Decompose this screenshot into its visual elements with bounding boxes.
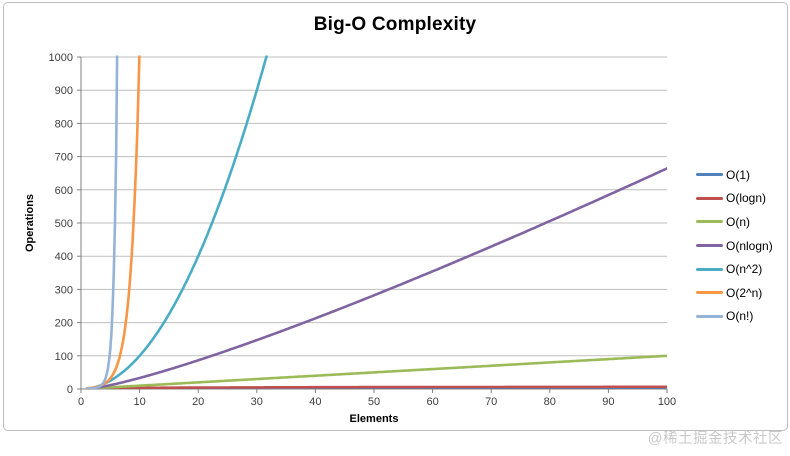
legend-item-o-2-n: O(2^n) (696, 281, 773, 305)
y-tick-label-0: 0 (67, 384, 73, 396)
legend-label-o-n: O(n) (726, 214, 750, 229)
x-tick-label-70: 70 (485, 396, 497, 408)
y-tick-label-700: 700 (55, 152, 73, 164)
series-line-o-nlogn (85, 167, 667, 389)
x-tick-label-60: 60 (426, 396, 438, 408)
legend-item-o-1: O(1) (696, 163, 773, 187)
legend-label-o-n-2: O(n^2) (726, 262, 763, 277)
series-line-o-2-n (85, 55, 141, 389)
legend-line-swatch-o-n-2 (696, 267, 723, 271)
legend-item-o-n-2: O(n^2) (696, 257, 773, 281)
y-tick-label-800: 800 (55, 118, 73, 130)
x-tick-label-10: 10 (133, 396, 145, 408)
legend-label-o-2-n: O(2^n) (726, 285, 763, 300)
legend-label-o-logn: O(logn) (726, 191, 767, 206)
series-line-o-n-2 (85, 55, 269, 389)
x-axis-title: Elements (349, 413, 399, 425)
legend-item-o-logn: O(logn) (696, 187, 773, 211)
x-tick-label-20: 20 (192, 396, 204, 408)
y-tick-label-200: 200 (55, 318, 73, 330)
legend-item-o-n: O(n!) (696, 305, 773, 329)
series-line-o-n (85, 354, 667, 389)
x-tick-label-40: 40 (309, 396, 321, 408)
x-tick-label-50: 50 (368, 396, 380, 408)
y-tick-label-900: 900 (55, 85, 73, 97)
y-tick-label-400: 400 (55, 251, 73, 263)
legend-label-o-nlogn: O(nlogn) (726, 238, 773, 253)
legend-line-swatch-o-nlogn (696, 244, 723, 248)
x-tick-label-100: 100 (658, 396, 676, 408)
y-tick-label-600: 600 (55, 185, 73, 197)
y-tick-label-100: 100 (55, 351, 73, 363)
series-line-o-logn (85, 385, 667, 389)
legend-item-o-nlogn: O(nlogn) (696, 234, 773, 258)
legend-line-swatch-o-logn (696, 196, 723, 200)
legend-item-o-n: O(n) (696, 210, 773, 234)
legend-label-o-n: O(n!) (726, 309, 754, 324)
x-tick-label-90: 90 (602, 396, 614, 408)
legend-line-swatch-o-n (696, 220, 723, 224)
x-tick-label-80: 80 (544, 396, 556, 408)
legend-line-swatch-o-n (696, 314, 723, 318)
legend-label-o-1: O(1) (726, 167, 750, 182)
legend: O(1) O(logn) O(n) O(nlogn) O(n^2) O(2^n) O(n!) (696, 163, 773, 328)
x-tick-label-30: 30 (251, 396, 263, 408)
watermark: @稀土掘金技术社区 (647, 431, 783, 447)
legend-line-swatch-o-1 (696, 173, 723, 177)
x-tick-label-0: 0 (78, 396, 84, 408)
chart-title: Big-O Complexity (313, 14, 477, 35)
series-line-o-n (85, 55, 119, 389)
y-axis-title: Operations (24, 193, 36, 253)
y-tick-label-300: 300 (55, 284, 73, 296)
legend-line-swatch-o-2-n (696, 291, 723, 295)
y-tick-label-500: 500 (55, 218, 73, 230)
y-tick-label-1000: 1000 (49, 52, 73, 64)
